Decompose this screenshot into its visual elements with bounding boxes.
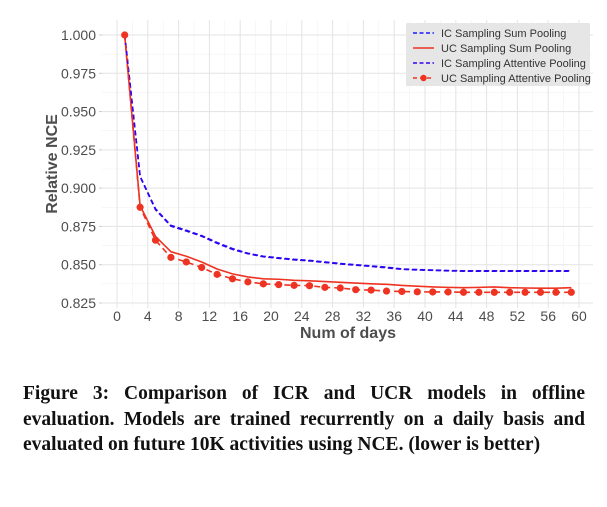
x-tick-label: 0: [113, 308, 121, 324]
series-line: [123, 34, 572, 289]
series-ic-sampling-attentive-pooling: [123, 34, 572, 272]
series-uc-sampling-attentive-pooling: [121, 31, 575, 296]
data-point: [444, 288, 452, 296]
figure-caption: Figure 3: Comparison of ICR and UCR mode…: [23, 383, 585, 455]
series-line: [123, 34, 572, 272]
x-tick-label: 12: [202, 308, 218, 324]
x-tick-label: 60: [571, 308, 587, 324]
y-tick-label: 0.925: [61, 142, 96, 158]
x-tick-label: 20: [263, 308, 279, 324]
data-point: [213, 270, 221, 278]
data-point: [305, 282, 314, 290]
y-axis-title: Relative NCE: [44, 114, 61, 214]
y-tick-label: 0.875: [61, 218, 96, 234]
data-point: [275, 281, 283, 289]
series-ic-sampling-sum-pooling: [123, 34, 572, 272]
x-tick-label: 48: [479, 308, 495, 324]
series-uc-sampling-sum-pooling: [123, 34, 572, 289]
data-point: [121, 31, 129, 39]
legend-item: UC Sampling Attentive Pooling: [413, 73, 591, 85]
x-tick-label: 28: [325, 308, 341, 324]
x-tick-label: 56: [540, 308, 556, 324]
y-axis: 0.825 0.850 0.875 0.900 0.925 0.950 0.975 1.000: [61, 27, 102, 311]
x-axis-title: Num of days: [300, 325, 396, 342]
x-tick-label: 40: [417, 308, 433, 324]
data-point: [475, 288, 483, 296]
y-tick-label: 0.950: [61, 104, 96, 120]
legend-label: UC Sampling Attentive Pooling: [441, 73, 591, 85]
data-point: [506, 288, 514, 296]
y-tick-label: 0.825: [61, 295, 96, 311]
x-tick-label: 52: [510, 308, 526, 324]
data-point: [198, 263, 206, 272]
x-tick-label: 32: [356, 308, 372, 324]
x-tick-label: 44: [448, 308, 464, 324]
x-tick-label: 16: [232, 308, 248, 324]
data-point: [459, 288, 468, 296]
data-point: [336, 284, 344, 292]
data-point: [521, 288, 529, 296]
data-point: [321, 283, 329, 291]
data-point: [552, 288, 560, 296]
data-point: [182, 258, 190, 266]
data-point: [429, 288, 437, 296]
y-tick-label: 0.850: [61, 257, 96, 273]
data-point: [228, 275, 237, 283]
line-chart: 0.825 0.850 0.875 0.900 0.925 0.950 0.975 1.000…: [44, 20, 593, 342]
data-point: [167, 253, 175, 261]
data-point: [244, 278, 252, 286]
data-point: [398, 287, 406, 296]
y-tick-label: 0.975: [61, 65, 96, 81]
data-point: [290, 281, 298, 289]
legend-marker: [420, 74, 427, 82]
series-line: [123, 34, 572, 272]
data-point: [352, 286, 360, 294]
data-point: [136, 203, 144, 211]
x-tick-label: 24: [294, 308, 310, 324]
legend-item: IC Sampling Sum Pooling: [413, 28, 566, 40]
data-point: [367, 286, 375, 294]
x-tick-label: 36: [386, 308, 402, 324]
y-tick-label: 1.000: [61, 27, 96, 43]
y-tick-label: 0.900: [61, 180, 96, 196]
grid-lines: [102, 20, 593, 308]
legend-item: IC Sampling Attentive Pooling: [413, 58, 586, 70]
legend-label: UC Sampling Sum Pooling: [441, 43, 571, 55]
legend-item: UC Sampling Sum Pooling: [413, 43, 571, 55]
data-point: [151, 236, 160, 244]
data-point: [490, 288, 498, 296]
data-point: [567, 288, 575, 296]
x-tick-label: 8: [175, 308, 183, 324]
legend-background: [406, 23, 590, 86]
legend-label: IC Sampling Attentive Pooling: [441, 58, 586, 70]
legend-label: IC Sampling Sum Pooling: [441, 28, 566, 40]
data-point: [413, 288, 421, 296]
data-point: [382, 287, 391, 295]
data-point: [536, 288, 545, 296]
data-point: [259, 280, 267, 288]
legend: IC Sampling Sum Pooling UC Sampling Sum P…: [406, 23, 591, 86]
series-lines: [121, 31, 575, 296]
x-tick-label: 4: [144, 308, 152, 324]
x-axis: 0 4 8 12 16 20 24 28 32 36 40 44 48 52 56 60: [113, 308, 587, 324]
